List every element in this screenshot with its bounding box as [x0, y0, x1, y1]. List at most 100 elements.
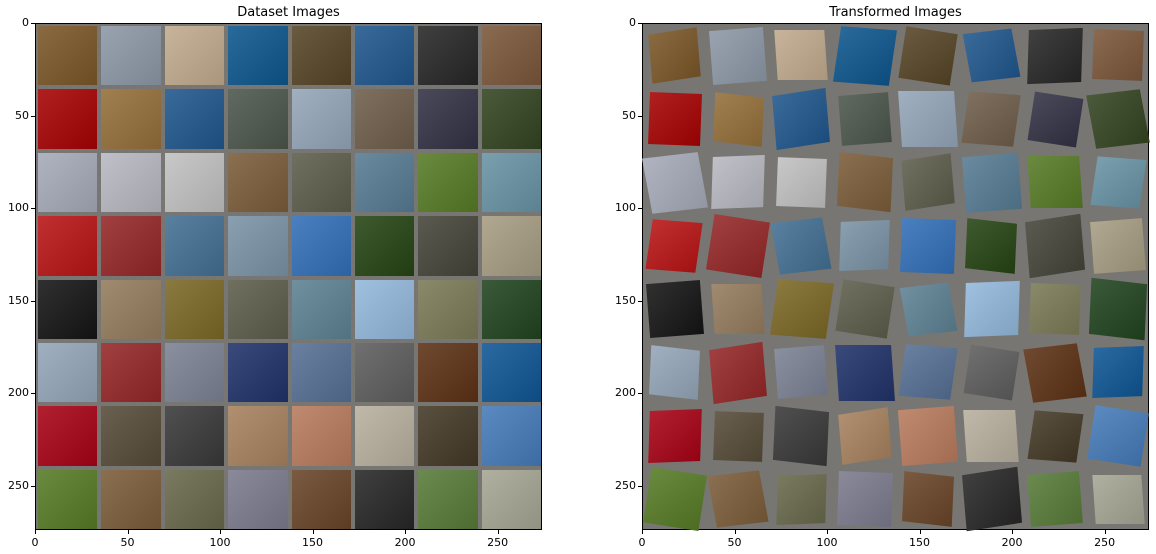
image-tile — [961, 91, 1022, 147]
image-tile — [291, 469, 351, 529]
x-tick-label: 250 — [487, 536, 509, 549]
image-tile — [354, 469, 415, 529]
x-tick-label: 200 — [394, 536, 416, 549]
image-tile — [418, 279, 478, 339]
y-tick-label: 150 — [8, 293, 29, 307]
image-tile — [1089, 278, 1148, 341]
y-tick-label: 100 — [8, 201, 29, 215]
image-tile — [228, 26, 288, 86]
image-tile — [1027, 91, 1083, 147]
image-tile — [418, 89, 478, 149]
image-tile — [1090, 217, 1147, 274]
image-tile — [707, 470, 769, 529]
image-tile — [1025, 213, 1085, 278]
x-tick-mark — [312, 530, 314, 534]
y-tick-mark — [638, 23, 642, 24]
y-tick-mark — [31, 300, 35, 302]
image-tile — [963, 409, 1020, 463]
image-tile — [481, 89, 541, 149]
x-tick-mark — [127, 530, 129, 534]
y-tick-label: 100 — [615, 201, 636, 215]
y-tick-label: 200 — [8, 386, 29, 400]
image-tile — [481, 342, 541, 403]
image-tile — [711, 283, 766, 335]
image-tile — [38, 216, 98, 276]
image-tile — [418, 406, 478, 466]
image-tile — [101, 152, 161, 213]
image-tile — [1026, 471, 1083, 528]
image-tile — [164, 26, 225, 86]
image-tile — [962, 28, 1021, 83]
right-image-grid — [641, 23, 1151, 532]
image-tile — [228, 279, 288, 339]
image-tile — [291, 216, 351, 276]
x-tick-label: 250 — [1094, 536, 1116, 549]
image-tile — [418, 216, 478, 276]
y-tick-mark — [31, 393, 35, 395]
image-tile — [1028, 283, 1082, 336]
image-tile — [963, 281, 1020, 338]
x-tick-mark — [642, 530, 643, 534]
image-tile — [712, 410, 764, 462]
y-tick-mark — [31, 485, 35, 487]
left-image-grid — [35, 23, 542, 530]
image-tile — [418, 469, 478, 529]
x-tick-mark — [35, 530, 36, 534]
image-tile — [228, 216, 288, 276]
image-tile — [38, 89, 98, 149]
image-tile — [901, 153, 956, 212]
image-tile — [101, 406, 161, 466]
image-tile — [709, 26, 768, 85]
image-tile — [774, 345, 829, 400]
image-tile — [481, 152, 541, 213]
image-tile — [291, 26, 351, 86]
image-tile — [647, 91, 702, 147]
image-tile — [901, 471, 955, 528]
image-tile — [101, 342, 161, 403]
image-tile — [291, 152, 351, 213]
image-tile — [965, 217, 1018, 274]
image-tile — [164, 279, 225, 339]
image-tile — [101, 469, 161, 529]
image-tile — [291, 279, 351, 339]
image-tile — [836, 152, 893, 213]
y-tick-label: 50 — [15, 108, 29, 122]
x-tick-label: 100 — [209, 536, 231, 549]
image-tile — [1023, 342, 1087, 403]
image-tile — [839, 220, 890, 272]
y-tick-label: 0 — [629, 16, 636, 29]
image-tile — [834, 279, 895, 340]
image-tile — [228, 469, 288, 529]
image-tile — [649, 345, 700, 400]
y-tick-mark — [638, 393, 642, 395]
image-tile — [38, 342, 98, 403]
image-tile — [164, 342, 225, 403]
image-tile — [101, 26, 161, 86]
x-tick-mark — [734, 530, 736, 534]
image-tile — [641, 151, 708, 214]
image-tile — [773, 405, 830, 467]
image-tile — [101, 216, 161, 276]
y-tick-mark — [638, 485, 642, 487]
y-tick-mark — [31, 208, 35, 210]
image-tile — [834, 344, 895, 401]
image-tile — [711, 155, 765, 210]
image-tile — [38, 152, 98, 213]
image-tile — [481, 216, 541, 276]
image-tile — [418, 342, 478, 403]
x-tick-label: 150 — [909, 536, 931, 549]
image-tile — [101, 279, 161, 339]
y-tick-label: 150 — [615, 293, 636, 307]
image-tile — [1086, 89, 1151, 149]
image-tile — [1027, 409, 1083, 462]
x-tick-mark — [497, 530, 499, 534]
image-tile — [228, 89, 288, 149]
x-tick-mark — [405, 530, 407, 534]
image-tile — [164, 89, 225, 149]
image-tile — [291, 406, 351, 466]
image-tile — [837, 91, 892, 147]
x-tick-label: 150 — [302, 536, 324, 549]
image-tile — [1026, 156, 1083, 209]
image-tile — [164, 216, 225, 276]
image-tile — [354, 216, 415, 276]
